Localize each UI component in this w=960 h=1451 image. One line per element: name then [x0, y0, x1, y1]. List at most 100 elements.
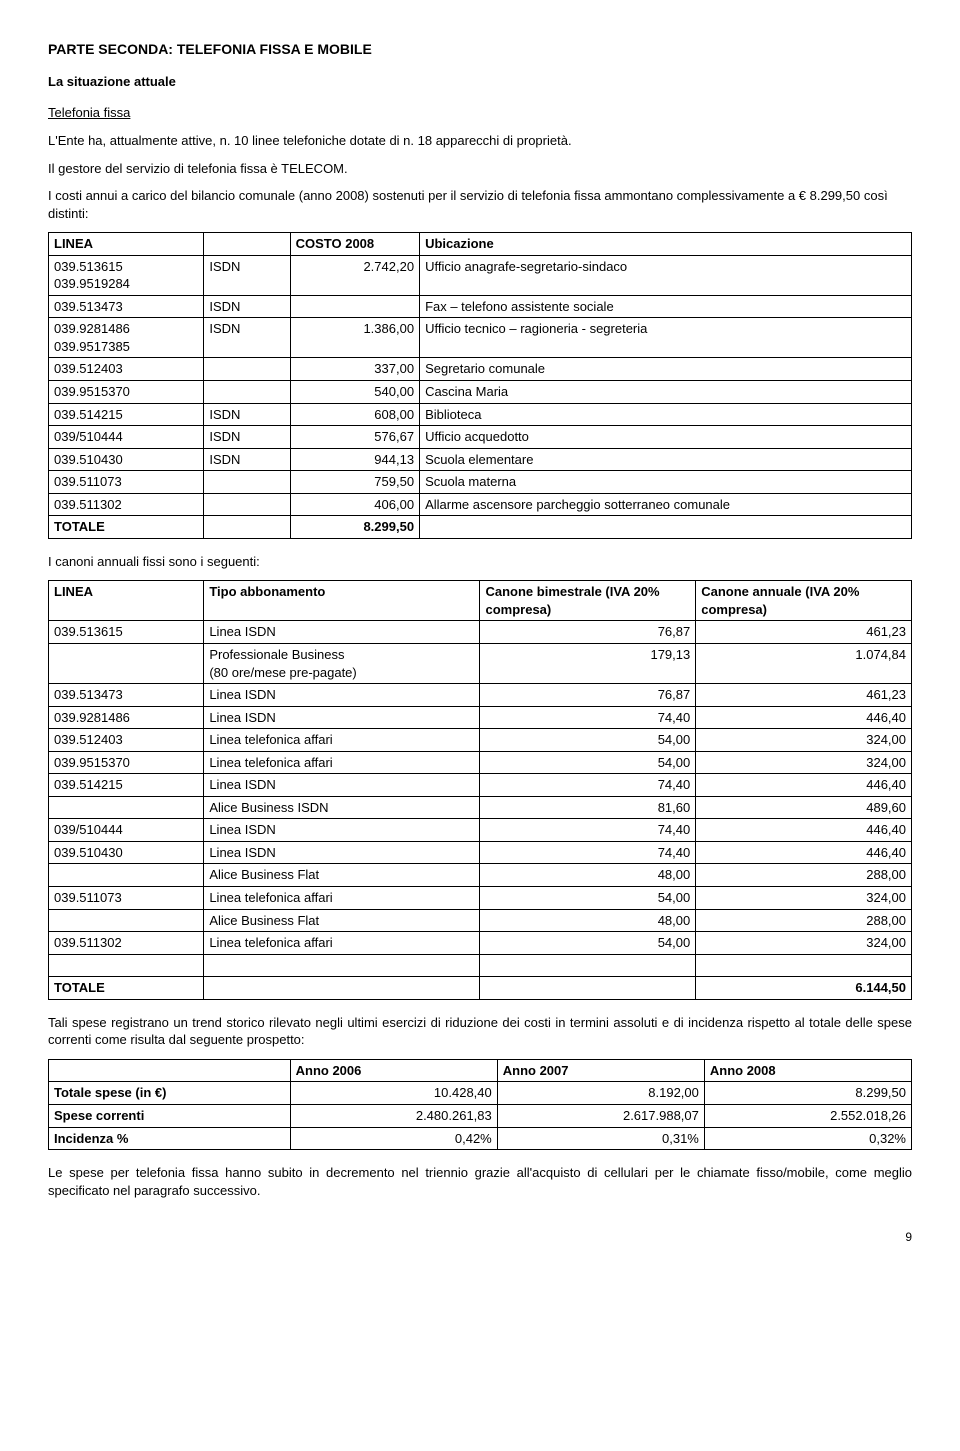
cell-bimestrale: 76,87: [480, 621, 696, 644]
cell-type: [204, 381, 290, 404]
trend-paragraph: Tali spese registrano un trend storico r…: [48, 1014, 912, 1049]
cell-costo: 2.742,20: [290, 255, 419, 295]
cell-costo: 608,00: [290, 403, 419, 426]
cell-bimestrale: 74,40: [480, 774, 696, 797]
cell-tipo: Linea ISDN: [204, 706, 480, 729]
cell-bimestrale: 179,13: [480, 644, 696, 684]
trend-table: Anno 2006 Anno 2007 Anno 2008 Totale spe…: [48, 1059, 912, 1150]
cell-value: 0,42%: [290, 1127, 497, 1150]
cell-ubicazione: Ufficio tecnico – ragioneria - segreteri…: [420, 318, 912, 358]
cell-linea: TOTALE: [49, 516, 204, 539]
col-ubicazione: Ubicazione: [420, 233, 912, 256]
cell-value: 2.480.261,83: [290, 1104, 497, 1127]
cell-tipo: Linea ISDN: [204, 684, 480, 707]
table-row: 039.512403Linea telefonica affari54,0032…: [49, 729, 912, 752]
table-header-row: LINEA COSTO 2008 Ubicazione: [49, 233, 912, 256]
col-tipo: Tipo abbonamento: [204, 581, 480, 621]
table-row: 039.9515370Linea telefonica affari54,003…: [49, 751, 912, 774]
intro-line-2: Il gestore del servizio di telefonia fis…: [48, 160, 912, 178]
cell-bimestrale: 76,87: [480, 684, 696, 707]
cell-annuale: 461,23: [696, 684, 912, 707]
cell-costo: 8.299,50: [290, 516, 419, 539]
cell-linea: 039.513615: [49, 621, 204, 644]
cell-annuale: 288,00: [696, 909, 912, 932]
closing-paragraph: Le spese per telefonia fissa hanno subit…: [48, 1164, 912, 1199]
cell-tipo: Linea ISDN: [204, 819, 480, 842]
col-empty: [204, 233, 290, 256]
cell-costo: [290, 295, 419, 318]
cell-value: 8.192,00: [497, 1082, 704, 1105]
cell-type: ISDN: [204, 255, 290, 295]
cell-linea: 039.513473: [49, 684, 204, 707]
cell-linea: 039.514215: [49, 774, 204, 797]
cell-label: Totale spese (in €): [49, 1082, 291, 1105]
table-row: 039.511302Linea telefonica affari54,0032…: [49, 932, 912, 955]
cell-costo: 944,13: [290, 448, 419, 471]
cell-annuale: 324,00: [696, 887, 912, 910]
section-subtitle: La situazione attuale: [48, 73, 912, 91]
cell: [204, 977, 480, 1000]
cell-ubicazione: Fax – telefono assistente sociale: [420, 295, 912, 318]
cell-bimestrale: 48,00: [480, 864, 696, 887]
cell-annuale: 446,40: [696, 706, 912, 729]
col-costo: COSTO 2008: [290, 233, 419, 256]
cell-linea: 039.511073: [49, 887, 204, 910]
table-row: Incidenza %0,42%0,31%0,32%: [49, 1127, 912, 1150]
cell-type: [204, 471, 290, 494]
col-annuale: Canone annuale (IVA 20% compresa): [696, 581, 912, 621]
table-row: Alice Business Flat48,00288,00: [49, 864, 912, 887]
cell-type: ISDN: [204, 426, 290, 449]
cell-tipo: Linea ISDN: [204, 621, 480, 644]
cell-linea: 039.512403: [49, 729, 204, 752]
cell-linea: 039.510430: [49, 448, 204, 471]
cell-ubicazione: Scuola materna: [420, 471, 912, 494]
canoni-intro: I canoni annuali fissi sono i seguenti:: [48, 553, 912, 571]
cell-linea: [49, 909, 204, 932]
cell-type: ISDN: [204, 318, 290, 358]
cell-linea: 039.9281486: [49, 706, 204, 729]
cell-value: 8.299,50: [704, 1082, 911, 1105]
cell-type: ISDN: [204, 295, 290, 318]
cell-linea: 039/510444: [49, 426, 204, 449]
page-number: 9: [48, 1229, 912, 1245]
table-row: 039.514215Linea ISDN74,40446,40: [49, 774, 912, 797]
cell-type: ISDN: [204, 403, 290, 426]
cell-linea: 039.511302: [49, 493, 204, 516]
cell-bimestrale: 74,40: [480, 819, 696, 842]
cell-linea: 039.512403: [49, 358, 204, 381]
cell: [480, 977, 696, 1000]
cell-linea: [49, 796, 204, 819]
table-row: 039.510430Linea ISDN74,40446,40: [49, 841, 912, 864]
cell-value: 2.552.018,26: [704, 1104, 911, 1127]
cell-total-label: TOTALE: [49, 977, 204, 1000]
cell-tipo: Linea ISDN: [204, 841, 480, 864]
cell-linea: 039.510430: [49, 841, 204, 864]
col-blank: [49, 1059, 291, 1082]
cell-costo: 540,00: [290, 381, 419, 404]
table-row: 039.514215ISDN608,00Biblioteca: [49, 403, 912, 426]
col-linea: LINEA: [49, 581, 204, 621]
intro-line-3: I costi annui a carico del bilancio comu…: [48, 187, 912, 222]
cell-costo: 759,50: [290, 471, 419, 494]
cell-annuale: 1.074,84: [696, 644, 912, 684]
cell-annuale: 446,40: [696, 841, 912, 864]
cell-tipo: Alice Business Flat: [204, 864, 480, 887]
cell-linea: 039.513615 039.9519284: [49, 255, 204, 295]
cell-tipo: Linea telefonica affari: [204, 932, 480, 955]
table-row: 039.510430ISDN944,13Scuola elementare: [49, 448, 912, 471]
cell-annuale: 489,60: [696, 796, 912, 819]
cell-ubicazione: Biblioteca: [420, 403, 912, 426]
cell-type: [204, 493, 290, 516]
cell-annuale: 324,00: [696, 729, 912, 752]
table-row: 039.511073 759,50Scuola materna: [49, 471, 912, 494]
cell-tipo: Alice Business Flat: [204, 909, 480, 932]
cell-bimestrale: 74,40: [480, 841, 696, 864]
cell-costo: 337,00: [290, 358, 419, 381]
cell-linea: 039.9281486 039.9517385: [49, 318, 204, 358]
cell-linea: 039.511073: [49, 471, 204, 494]
cell-label: Incidenza %: [49, 1127, 291, 1150]
cell-linea: 039.9515370: [49, 381, 204, 404]
cell-linea: [49, 864, 204, 887]
cell-costo: 1.386,00: [290, 318, 419, 358]
costs-table: LINEA COSTO 2008 Ubicazione 039.513615 0…: [48, 232, 912, 539]
